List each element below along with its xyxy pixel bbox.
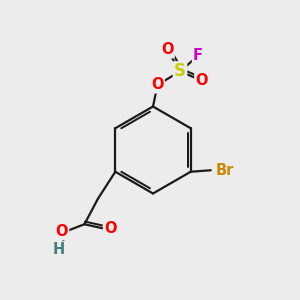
Text: O: O [161,42,174,57]
Text: F: F [193,48,203,63]
Text: Br: Br [215,163,234,178]
Text: S: S [174,62,186,80]
Text: O: O [151,77,164,92]
Text: H: H [53,242,65,257]
Text: O: O [195,73,208,88]
Text: O: O [56,224,68,239]
Text: O: O [104,221,116,236]
